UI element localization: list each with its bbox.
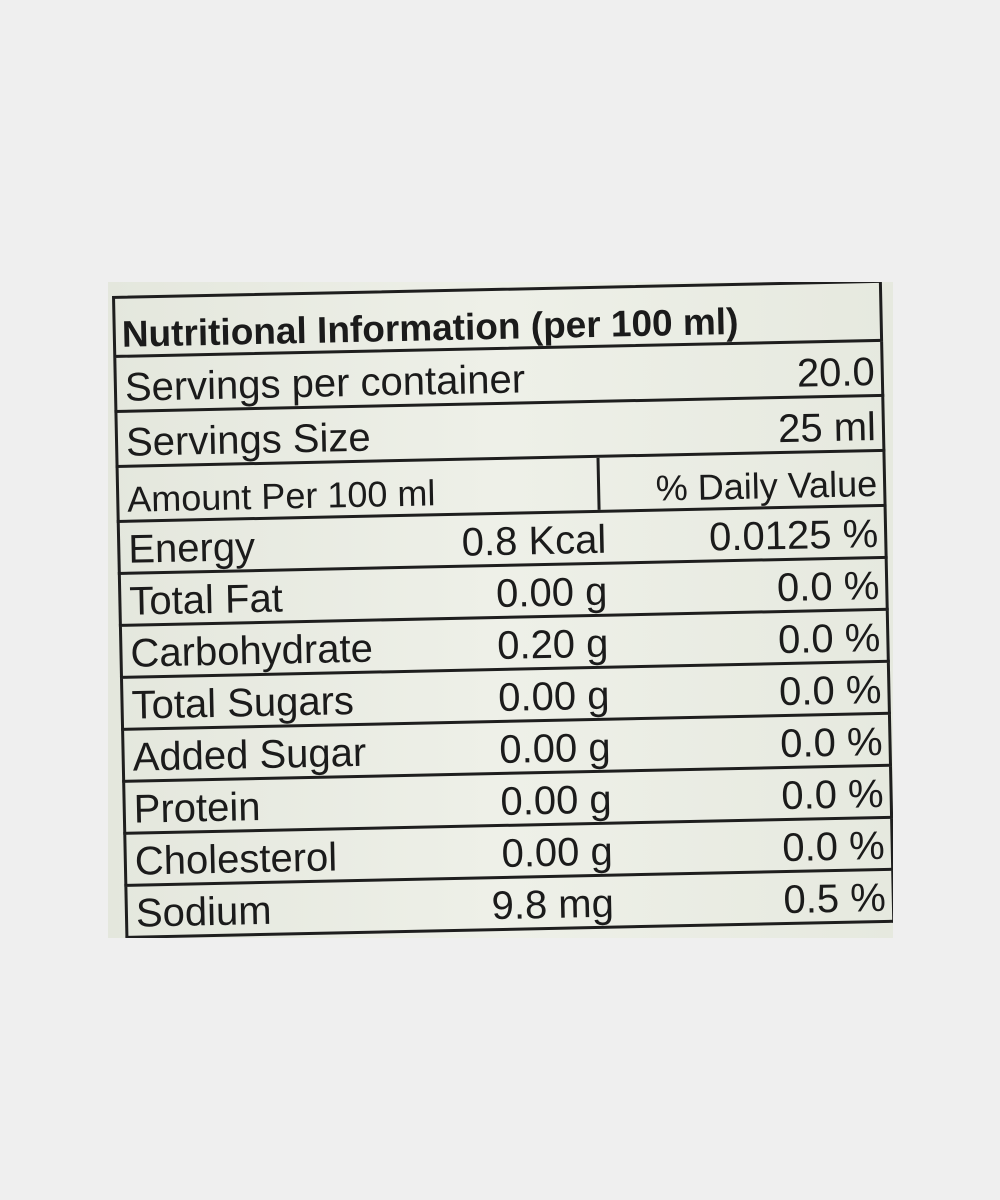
serving-name: Servings per container bbox=[124, 357, 526, 410]
nutrient-amount: 0.00 g bbox=[501, 829, 614, 876]
nutrient-amount: 0.00 g bbox=[495, 569, 608, 617]
nutrient-name: Total Sugars bbox=[131, 679, 355, 728]
nutrient-amount: 0.20 g bbox=[496, 621, 609, 669]
nutrient-daily-value: 0.5 % bbox=[783, 875, 887, 923]
nutrient-daily-value: 0.0 % bbox=[778, 667, 882, 715]
nutrient-amount: 0.8 Kcal bbox=[461, 517, 607, 565]
nutrient-amount: 0.00 g bbox=[500, 777, 613, 824]
nutrient-name: Added Sugar bbox=[132, 730, 367, 780]
nutrition-table: Nutritional Information (per 100 ml) Serv… bbox=[112, 282, 893, 938]
nutrient-name: Protein bbox=[133, 785, 261, 832]
nutrient-daily-value: 0.0 % bbox=[780, 771, 885, 819]
nutrient-amount: 9.8 mg bbox=[491, 881, 615, 929]
column-divider bbox=[596, 457, 601, 510]
nutrient-name: Total Fat bbox=[128, 576, 284, 624]
nutrient-name: Carbohydrate bbox=[130, 626, 374, 676]
serving-value: 20.0 bbox=[796, 350, 876, 396]
daily-value-header: % Daily Value bbox=[655, 463, 878, 509]
label-panel: Nutritional Information (per 100 ml) Serv… bbox=[108, 282, 893, 938]
nutrient-daily-value: 0.0 % bbox=[779, 719, 883, 767]
nutrient-amount: 0.00 g bbox=[497, 673, 610, 720]
nutrient-daily-value: 0.0125 % bbox=[708, 512, 879, 560]
nutrient-daily-value: 0.0 % bbox=[781, 823, 886, 871]
nutrient-name: Energy bbox=[127, 525, 256, 572]
nutrient-amount: 0.00 g bbox=[498, 725, 612, 772]
nutrient-daily-value: 0.0 % bbox=[777, 615, 881, 663]
serving-value: 25 ml bbox=[777, 405, 877, 452]
serving-name: Servings Size bbox=[125, 415, 372, 465]
nutrient-daily-value: 0.0 % bbox=[776, 564, 880, 611]
nutrient-name: Cholesterol bbox=[134, 835, 338, 884]
title: Nutritional Information (per 100 ml) bbox=[121, 300, 739, 355]
amount-header: Amount Per 100 ml bbox=[126, 472, 436, 520]
nutrient-name: Sodium bbox=[135, 888, 272, 936]
